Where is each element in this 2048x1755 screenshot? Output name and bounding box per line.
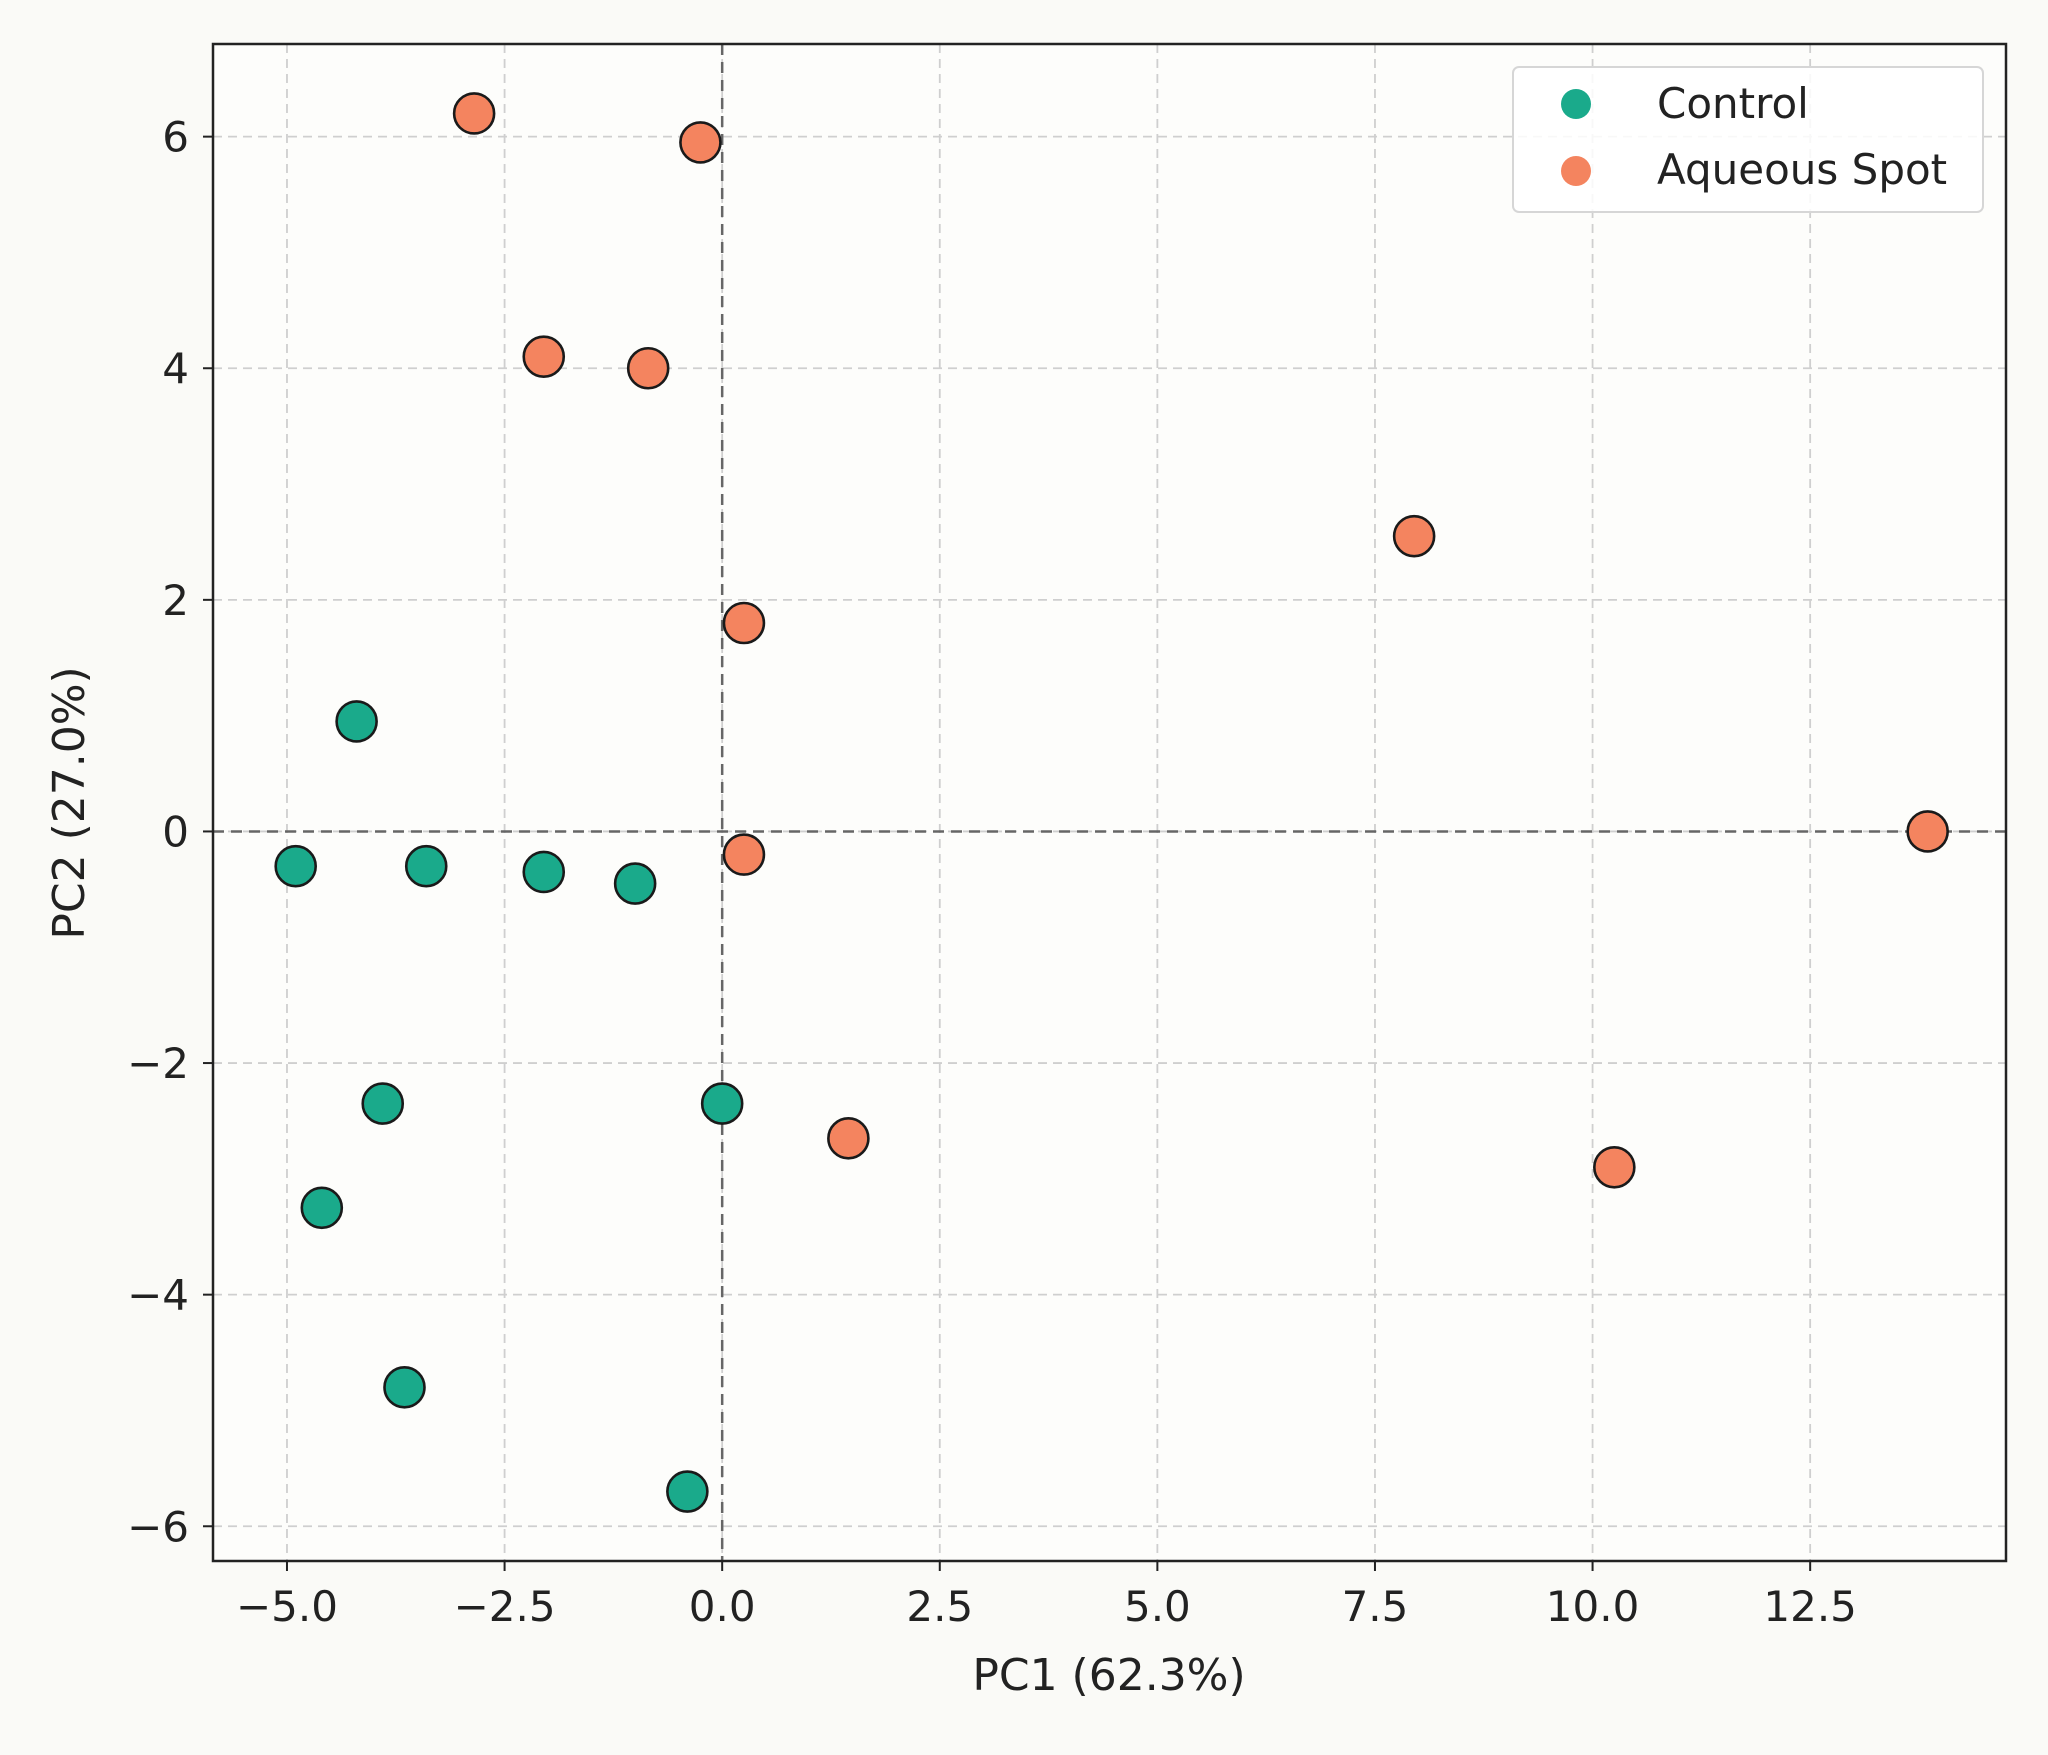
x-tick-label: 10.0 bbox=[1546, 1582, 1640, 1631]
x-tick-label: 5.0 bbox=[1124, 1582, 1191, 1631]
reference-lines bbox=[213, 44, 2006, 1561]
data-point-control bbox=[274, 844, 317, 888]
data-point-aqueous-spot bbox=[452, 92, 496, 135]
data-points bbox=[274, 92, 1949, 1513]
x-tick-label: 12.5 bbox=[1763, 1582, 1857, 1631]
data-point-aqueous-spot bbox=[522, 335, 566, 378]
x-tick-label: 7.5 bbox=[1342, 1582, 1409, 1631]
x-tick-label: −2.5 bbox=[454, 1582, 556, 1631]
y-tick-label: −4 bbox=[127, 1271, 189, 1320]
y-tick-label: 2 bbox=[162, 576, 189, 625]
y-axis-ticks: −6 −4 −2 0 2 4 6 bbox=[127, 113, 213, 1551]
legend: Control Aqueous Spot bbox=[1512, 66, 1984, 213]
data-point-control bbox=[383, 1365, 426, 1409]
data-point-aqueous-spot bbox=[679, 121, 722, 164]
data-point-aqueous-spot bbox=[626, 346, 670, 390]
legend-box bbox=[1512, 66, 1984, 213]
legend-label-control: Control bbox=[1657, 79, 1809, 128]
data-point-control bbox=[361, 1082, 405, 1125]
x-tick-label: 0.0 bbox=[689, 1582, 756, 1631]
data-point-control bbox=[522, 850, 566, 894]
x-axis-label: PC1 (62.3%) bbox=[972, 1650, 1245, 1701]
data-point-aqueous-spot bbox=[1593, 1145, 1636, 1189]
data-point-control bbox=[335, 700, 378, 743]
legend-marker-aqueous-spot bbox=[1561, 156, 1591, 186]
data-point-aqueous-spot bbox=[827, 1117, 870, 1160]
plot-area bbox=[213, 44, 2006, 1561]
data-point-aqueous-spot bbox=[1906, 810, 1949, 853]
y-tick-label: 0 bbox=[162, 807, 189, 856]
data-point-control bbox=[300, 1186, 344, 1230]
y-tick-label: 4 bbox=[162, 344, 189, 393]
data-point-control bbox=[666, 1470, 709, 1513]
data-point-aqueous-spot bbox=[722, 833, 766, 876]
y-tick-label: 6 bbox=[162, 113, 189, 162]
legend-marker-control bbox=[1561, 89, 1591, 119]
y-tick-label: −2 bbox=[127, 1039, 189, 1088]
x-tick-label: −5.0 bbox=[236, 1582, 338, 1631]
data-point-control bbox=[404, 844, 448, 888]
x-axis-ticks: −5.0 −2.5 0.0 2.5 5.0 7.5 10.0 12.5 bbox=[236, 1561, 1857, 1631]
y-axis-label: PC2 (27.0%) bbox=[44, 666, 95, 939]
data-point-aqueous-spot bbox=[1392, 514, 1436, 558]
data-point-control bbox=[613, 862, 657, 905]
y-tick-label: −6 bbox=[127, 1502, 189, 1551]
legend-label-aqueous-spot: Aqueous Spot bbox=[1657, 145, 1947, 194]
plot-frame bbox=[211, 42, 2008, 1563]
data-point-control bbox=[700, 1082, 744, 1125]
data-point-aqueous-spot bbox=[722, 601, 766, 645]
x-tick-label: 2.5 bbox=[906, 1582, 973, 1631]
